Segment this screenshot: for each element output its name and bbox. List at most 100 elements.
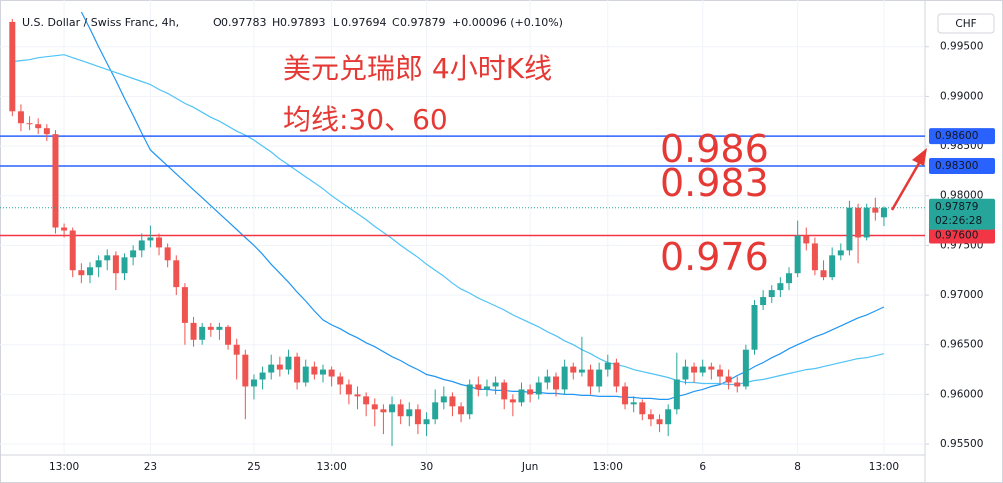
candle-body — [846, 207, 853, 251]
annotation-title: 美元兑瑞郎 4小时K线 — [283, 52, 552, 85]
plot — [0, 11, 925, 447]
candle-body — [35, 124, 42, 129]
price-badge — [929, 128, 995, 145]
symbol: U.S. Dollar / Swiss Franc, 4h, — [22, 16, 179, 29]
ohlc-label: C — [392, 16, 400, 29]
candle-body — [337, 376, 344, 385]
candle-body — [406, 409, 413, 417]
candle-body — [837, 250, 844, 256]
ohlc-value: 0.97783 — [221, 16, 267, 29]
annotation-level: 0.976 — [660, 235, 769, 279]
candle-body — [673, 379, 680, 410]
y-tick-label: 0.98000 — [940, 190, 983, 202]
candle-body — [760, 297, 767, 306]
change: +0.00096 (+0.10%) — [452, 16, 563, 29]
candle-body — [630, 402, 637, 405]
x-tick-label: 13:00 — [593, 461, 623, 473]
candle-body — [311, 366, 318, 375]
candle-body — [751, 305, 758, 350]
price-badge — [929, 157, 995, 174]
x-tick-label: 25 — [247, 461, 260, 473]
candle-body — [535, 382, 542, 395]
candle-body — [561, 366, 568, 390]
candle-body — [259, 372, 266, 380]
candle-body — [786, 273, 793, 284]
currency[interactable]: CHF — [955, 18, 976, 30]
x-tick-label: 13:00 — [49, 461, 79, 473]
x-tick-label: 13:00 — [869, 461, 899, 473]
candle-body — [414, 409, 421, 425]
candle-body — [130, 250, 137, 258]
candle-body — [742, 349, 749, 387]
candle-body — [587, 369, 594, 387]
candle-body — [734, 382, 741, 387]
candle-body — [656, 419, 663, 425]
candle-body — [233, 344, 240, 355]
candle-body — [596, 369, 603, 387]
candle-body — [285, 356, 292, 370]
candle-body — [61, 227, 68, 231]
x-tick-label: 6 — [699, 461, 706, 473]
candle-body — [604, 362, 611, 370]
candle-body — [69, 230, 76, 271]
current-price: 0.97879 — [935, 201, 978, 213]
ohlc-value: 0.97694 — [341, 16, 387, 29]
candle-body — [207, 326, 214, 330]
candle-body — [492, 382, 499, 387]
arrow — [890, 157, 924, 211]
candle-body — [26, 123, 33, 125]
candle-body — [855, 207, 862, 238]
candle-body — [544, 376, 551, 383]
candle-body — [527, 389, 534, 395]
current-price-badge — [929, 198, 995, 230]
candle-body — [829, 255, 836, 278]
candle-body — [708, 366, 715, 370]
candle-body — [156, 237, 163, 248]
candle-body — [716, 369, 723, 377]
candle-body — [803, 235, 810, 244]
overlay: U.S. Dollar / Swiss Franc, 4h, CHF 美元兑瑞郎… — [22, 13, 995, 473]
candle-body — [17, 111, 24, 124]
arrow-head — [912, 148, 927, 166]
candle-body — [147, 237, 154, 241]
candle-body — [52, 134, 59, 228]
annotation-subtitle: 均线:30、60 — [283, 103, 448, 136]
ohlc-label: H — [272, 16, 280, 29]
candle-body — [397, 404, 404, 417]
moving-average — [80, 11, 885, 400]
candle-body — [138, 240, 145, 251]
ohlc-label: O — [213, 16, 222, 29]
price-badge-label: 0.97600 — [935, 229, 978, 241]
candle-body — [276, 364, 283, 370]
candle-body — [86, 267, 93, 276]
x-tick-label: 8 — [794, 461, 801, 473]
price-badge-label: 0.98600 — [935, 130, 978, 142]
candle-body — [665, 409, 672, 425]
candle-body — [691, 366, 698, 373]
candle-body — [449, 396, 456, 407]
candle-body — [363, 396, 370, 405]
candle-body — [613, 362, 620, 387]
candle-body — [475, 384, 482, 390]
candle-body — [553, 376, 560, 390]
candle-body — [863, 207, 870, 238]
currency-box[interactable] — [937, 13, 995, 34]
ohlc-label: L — [333, 16, 340, 29]
candle-body — [570, 366, 577, 373]
price-badge-label: 0.98300 — [935, 160, 978, 172]
candle-body — [9, 21, 16, 112]
x-tick-label: 30 — [420, 461, 433, 473]
candle-body — [380, 409, 387, 413]
y-tick-label: 0.95500 — [940, 438, 983, 450]
candle-body — [872, 207, 879, 213]
candle-body — [622, 386, 629, 405]
candle-body — [777, 283, 784, 291]
candle-body — [112, 255, 119, 274]
candle-body — [78, 270, 85, 276]
candle-body — [190, 322, 197, 340]
candle-body — [354, 394, 361, 397]
candle-body — [250, 379, 257, 387]
